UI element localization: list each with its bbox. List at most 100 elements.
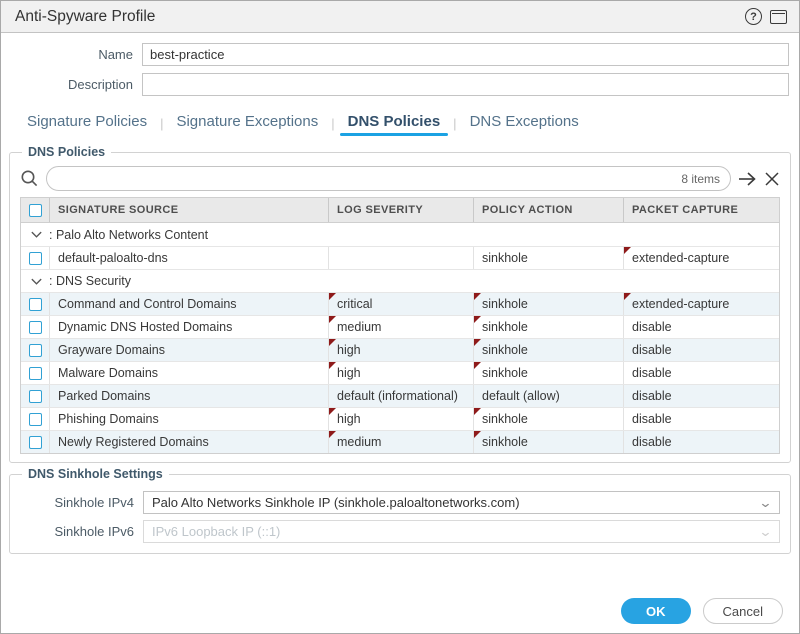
signature-source-cell[interactable]: Parked Domains	[49, 385, 328, 407]
select-all-checkbox[interactable]	[28, 203, 42, 217]
modified-flag-icon	[474, 362, 481, 369]
table-row: Grayware Domains high sinkhole disable	[21, 338, 779, 361]
row-checkbox[interactable]	[28, 389, 42, 403]
log-severity-cell[interactable]: default (informational)	[328, 385, 473, 407]
chevron-down-icon: ⌄	[758, 494, 773, 510]
policy-action-cell[interactable]: sinkhole	[473, 247, 623, 269]
modified-flag-icon	[474, 408, 481, 415]
chevron-down-icon: ⌄	[758, 523, 773, 539]
row-checkbox[interactable]	[28, 366, 42, 380]
table-row: default-paloalto-dns sinkhole extended-cap…	[21, 246, 779, 269]
tab-bar: Signature Policies | Signature Exceptions |…	[15, 111, 791, 136]
table-row: Newly Registered Domains medium sinkhole di…	[21, 430, 779, 453]
tab-signature-exceptions[interactable]: Signature Exceptions	[176, 113, 319, 130]
row-checkbox[interactable]	[28, 320, 42, 334]
log-severity-cell[interactable]: critical	[328, 293, 473, 315]
description-label: Description	[67, 77, 133, 92]
row-checkbox[interactable]	[28, 343, 42, 357]
sinkhole-ipv6-label: Sinkhole IPv6	[54, 524, 135, 539]
packet-capture-cell[interactable]: disable	[623, 362, 779, 384]
description-row: Description	[9, 73, 789, 96]
modified-flag-icon	[329, 293, 336, 300]
col-signature-source[interactable]: SIGNATURE SOURCE	[49, 198, 328, 222]
packet-capture-cell[interactable]: disable	[623, 316, 779, 338]
window-icon[interactable]	[770, 9, 787, 24]
items-count: 8 items	[681, 171, 720, 186]
tab-separator: |	[453, 115, 457, 131]
cancel-button[interactable]: Cancel	[702, 598, 783, 624]
packet-capture-cell[interactable]: extended-capture	[623, 247, 779, 269]
sinkhole-ipv4-row: Sinkhole IPv4 Palo Alto Networks Sinkhol…	[20, 491, 780, 514]
signature-source-cell[interactable]: Newly Registered Domains	[49, 431, 328, 453]
tab-dns-policies[interactable]: DNS Policies	[336, 111, 453, 136]
policy-action-cell[interactable]: sinkhole	[473, 362, 623, 384]
modified-flag-icon	[474, 431, 481, 438]
tab-dns-exceptions[interactable]: DNS Exceptions	[469, 113, 579, 130]
signature-source-cell[interactable]: Phishing Domains	[49, 408, 328, 430]
modified-flag-icon	[624, 247, 631, 254]
policy-action-cell[interactable]: sinkhole	[473, 431, 623, 453]
log-severity-cell[interactable]: medium	[328, 431, 473, 453]
description-input[interactable]	[142, 73, 789, 96]
signature-source-cell[interactable]: Grayware Domains	[49, 339, 328, 361]
help-icon[interactable]: ?	[745, 8, 762, 25]
log-severity-cell[interactable]	[328, 247, 473, 269]
modified-flag-icon	[329, 408, 336, 415]
modified-flag-icon	[329, 316, 336, 323]
group-label: : Palo Alto Networks Content	[49, 227, 209, 242]
modified-flag-icon	[329, 339, 336, 346]
apply-filter-arrow-icon[interactable]	[738, 171, 757, 187]
search-box[interactable]: 8 items	[46, 166, 731, 191]
policy-action-cell[interactable]: default (allow)	[473, 385, 623, 407]
signature-source-cell[interactable]: Malware Domains	[49, 362, 328, 384]
table-row: Parked Domains default (informational) def…	[21, 384, 779, 407]
policy-action-cell[interactable]: sinkhole	[473, 339, 623, 361]
row-checkbox[interactable]	[28, 435, 42, 449]
chevron-down-icon[interactable]	[30, 275, 43, 288]
log-severity-cell[interactable]: high	[328, 408, 473, 430]
signature-source-cell[interactable]: Command and Control Domains	[49, 293, 328, 315]
log-severity-cell[interactable]: medium	[328, 316, 473, 338]
col-log-severity[interactable]: LOG SEVERITY	[328, 198, 473, 222]
sinkhole-ipv4-select[interactable]: Palo Alto Networks Sinkhole IP (sinkhole…	[143, 491, 780, 514]
packet-capture-cell[interactable]: disable	[623, 431, 779, 453]
table-row: Malware Domains high sinkhole disable	[21, 361, 779, 384]
policy-action-cell[interactable]: sinkhole	[473, 408, 623, 430]
dns-sinkhole-section: DNS Sinkhole Settings Sinkhole IPv4 Palo…	[9, 467, 791, 554]
log-severity-cell[interactable]: high	[328, 339, 473, 361]
packet-capture-cell[interactable]: disable	[623, 408, 779, 430]
col-packet-capture[interactable]: PACKET CAPTURE	[623, 198, 779, 222]
table-row: Phishing Domains high sinkhole disable	[21, 407, 779, 430]
clear-filter-x-icon[interactable]	[764, 171, 780, 187]
packet-capture-cell[interactable]: extended-capture	[623, 293, 779, 315]
row-checkbox[interactable]	[28, 412, 42, 426]
name-label: Name	[98, 47, 133, 62]
col-policy-action[interactable]: POLICY ACTION	[473, 198, 623, 222]
signature-source-cell[interactable]: default-paloalto-dns	[49, 247, 328, 269]
dns-policies-section: DNS Policies 8 items	[9, 145, 791, 463]
modified-flag-icon	[329, 431, 336, 438]
signature-source-cell[interactable]: Dynamic DNS Hosted Domains	[49, 316, 328, 338]
packet-capture-cell[interactable]: disable	[623, 339, 779, 361]
tab-signature-policies[interactable]: Signature Policies	[27, 113, 148, 130]
group-row: : DNS Security	[21, 269, 779, 292]
name-row: Name	[9, 43, 789, 66]
sinkhole-ipv4-label: Sinkhole IPv4	[54, 495, 135, 510]
dns-signature-table: SIGNATURE SOURCE LOG SEVERITY POLICY ACT…	[20, 197, 780, 454]
table-row: Command and Control Domains critical sinkh…	[21, 292, 779, 315]
name-input[interactable]	[142, 43, 789, 66]
dialog-titlebar: Anti-Spyware Profile ?	[1, 1, 799, 33]
policy-action-cell[interactable]: sinkhole	[473, 316, 623, 338]
tab-separator: |	[331, 115, 335, 131]
log-severity-cell[interactable]: high	[328, 362, 473, 384]
packet-capture-cell[interactable]: disable	[623, 385, 779, 407]
ok-button[interactable]: OK	[621, 598, 691, 624]
search-input[interactable]	[57, 171, 682, 186]
dialog-footer: OK Cancel	[9, 598, 791, 624]
row-checkbox[interactable]	[28, 251, 42, 265]
sinkhole-ipv6-select: IPv6 Loopback IP (::1) ⌄	[143, 520, 780, 543]
policy-action-cell[interactable]: sinkhole	[473, 293, 623, 315]
chevron-down-icon[interactable]	[30, 228, 43, 241]
row-checkbox[interactable]	[28, 297, 42, 311]
